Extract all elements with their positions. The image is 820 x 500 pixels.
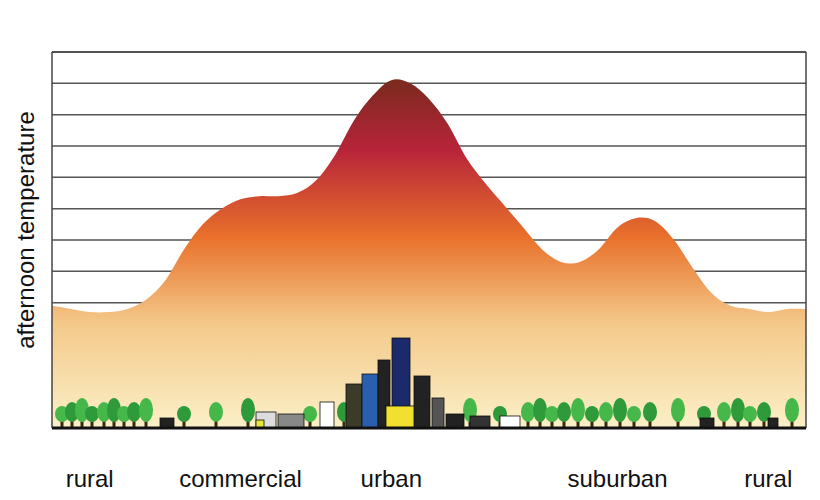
tree <box>613 398 627 422</box>
plot-area <box>52 79 806 428</box>
x-tick-label: rural <box>744 465 792 492</box>
tree <box>557 402 571 422</box>
y-axis-title: afternoon temperature <box>12 111 39 348</box>
tree <box>599 402 613 422</box>
tree <box>127 402 141 422</box>
x-tick-label: suburban <box>567 465 667 492</box>
frame-right <box>805 52 807 428</box>
scenery <box>55 338 799 428</box>
tree <box>571 398 585 422</box>
temperature-area <box>52 79 806 428</box>
grid-line <box>52 83 806 85</box>
x-axis <box>52 427 806 430</box>
building <box>320 402 334 428</box>
x-tick-label: urban <box>361 465 422 492</box>
tree <box>533 398 547 422</box>
building <box>386 406 416 428</box>
building <box>278 414 304 428</box>
chart: rural commercial urban suburban rural afterno… <box>0 0 820 500</box>
building <box>414 376 430 428</box>
tree <box>177 406 191 422</box>
tree <box>785 398 799 422</box>
tree <box>545 406 559 422</box>
tree <box>717 402 731 422</box>
frame-top <box>52 51 806 53</box>
tree <box>521 402 535 422</box>
building <box>432 398 444 428</box>
tree <box>209 402 223 422</box>
building <box>470 416 490 428</box>
building <box>362 374 378 428</box>
building <box>346 384 362 428</box>
tree <box>743 406 757 422</box>
building <box>256 412 276 428</box>
tree <box>585 406 599 422</box>
building <box>500 416 520 428</box>
tree <box>241 398 255 422</box>
tree <box>671 398 685 422</box>
tree <box>731 398 745 422</box>
x-tick-label: rural <box>66 465 114 492</box>
grid-line <box>52 51 806 53</box>
tree <box>627 406 641 422</box>
tree <box>303 406 317 422</box>
tree <box>643 402 657 422</box>
frame-left <box>51 52 53 428</box>
building <box>446 414 464 428</box>
tree <box>85 406 99 422</box>
x-tick-label: commercial <box>179 465 302 492</box>
tree <box>139 398 153 422</box>
